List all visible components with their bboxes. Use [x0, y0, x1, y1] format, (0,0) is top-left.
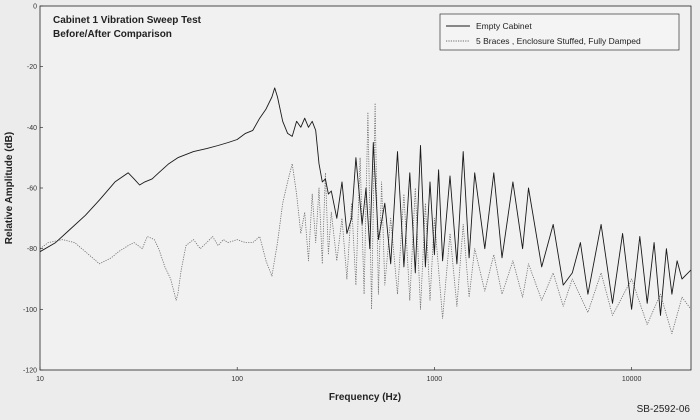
y-tick-label: -40: [27, 125, 37, 132]
chart-subtitle: Before/After Comparison: [53, 29, 172, 40]
figure-label: SB-2592-06: [637, 404, 691, 415]
x-tick-label: 10: [36, 376, 44, 383]
y-tick-label: -60: [27, 186, 37, 193]
y-tick-label: -20: [27, 64, 37, 71]
y-tick-label: -80: [27, 246, 37, 253]
series-line-damped: [40, 102, 691, 335]
y-tick-label: -100: [23, 307, 37, 314]
x-tick-label: 10000: [622, 376, 642, 383]
x-tick-label: 1000: [427, 376, 443, 383]
chart-title: Cabinet 1 Vibration Sweep Test: [53, 15, 202, 26]
legend-label-empty-cabinet: Empty Cabinet: [476, 21, 532, 31]
legend-box: [439, 13, 680, 51]
y-axis-label: Relative Amplitude (dB): [4, 132, 15, 244]
legend: Empty Cabinet 5 Braces , Enclosure Stuff…: [439, 13, 680, 51]
y-tick-label: 0: [33, 4, 37, 11]
y-tick-label: -120: [23, 368, 37, 375]
x-axis-label: Frequency (Hz): [329, 392, 401, 403]
series-line-empty-cabinet: [40, 87, 691, 316]
legend-label-damped: 5 Braces , Enclosure Stuffed, Fully Damp…: [476, 36, 641, 46]
x-tick-label: 100: [231, 376, 243, 383]
plot-frame: [39, 5, 692, 371]
